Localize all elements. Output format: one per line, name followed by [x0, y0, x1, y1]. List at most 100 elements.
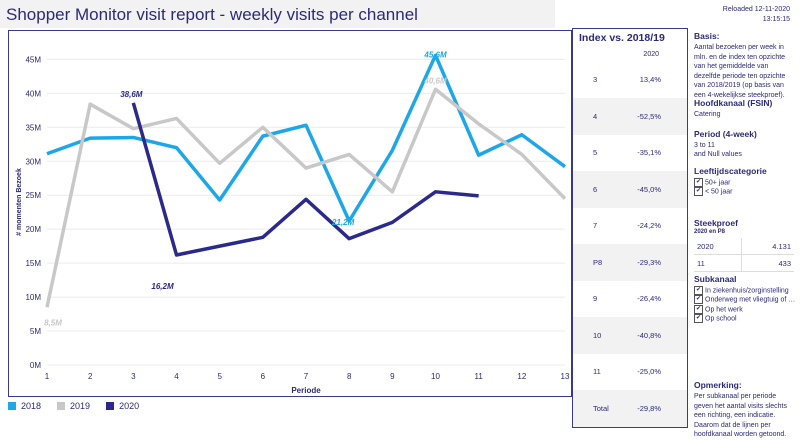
- legend-item-2019[interactable]: 2019: [57, 401, 90, 411]
- period-filter-title: Period (4-week): [694, 129, 757, 139]
- series-line-2019: [45, 87, 567, 308]
- index-row-value: -24,2%: [637, 221, 661, 230]
- index-row-value: -29,8%: [637, 403, 661, 413]
- x-tick-label: 13: [561, 372, 570, 381]
- remark-title: Opmerking:: [694, 380, 742, 390]
- x-axis-label: Periode: [291, 386, 321, 395]
- index-row-period: 10: [593, 330, 602, 340]
- sample-table: 2020 4.131 11 433: [694, 238, 794, 272]
- sample-value: 433: [741, 254, 794, 272]
- legend-swatch: [57, 402, 66, 410]
- checkbox[interactable]: ✔: [694, 314, 703, 324]
- index-row-period: 11: [593, 367, 601, 376]
- data-label: 38,6M: [120, 90, 143, 99]
- subchannel-option-label: Op school: [705, 315, 737, 323]
- y-axis-label: # momenten Bezoek: [16, 168, 23, 236]
- index-row[interactable]: 9 -26,4%: [573, 280, 687, 317]
- index-row-period: 3: [593, 75, 598, 84]
- x-tick-label: 9: [390, 372, 395, 381]
- y-tick-label: 10M: [25, 293, 41, 302]
- remark-text: Per subkanaal per periode geven het aant…: [694, 393, 787, 438]
- subchannel-filter-title: Subkanaal: [694, 274, 737, 284]
- index-row[interactable]: Total -29,8%: [573, 389, 687, 427]
- checkbox[interactable]: ✔: [694, 187, 703, 197]
- age-option-label: < 50 jaar: [705, 188, 733, 196]
- legend-item-2018[interactable]: 2018: [8, 401, 41, 411]
- y-tick-label: 45M: [25, 55, 41, 64]
- index-row-period: 4: [593, 111, 598, 121]
- x-tick-label: 4: [174, 372, 179, 381]
- age-option[interactable]: ✔ 50+ jaar: [694, 178, 796, 187]
- subchannel-option[interactable]: ✔ Onderweg met vliegtuig of b..: [694, 295, 796, 305]
- basis-title: Basis:: [694, 31, 720, 41]
- index-row[interactable]: 10 -40,8%: [573, 316, 687, 354]
- sample-title: Steekproef: [694, 218, 738, 228]
- data-label: 16,2M: [151, 282, 174, 291]
- index-row[interactable]: P8 -29,3%: [573, 243, 687, 281]
- subchannel-option[interactable]: ✔ Op het werk: [694, 304, 796, 314]
- data-label: 40,6M: [423, 76, 447, 85]
- index-row-period: 6: [593, 184, 598, 194]
- index-row-value: -25,0%: [637, 367, 661, 376]
- y-tick-label: 30M: [25, 157, 41, 166]
- age-option[interactable]: ✔ < 50 jaar: [694, 187, 796, 197]
- channel-filter-title: Hoofdkanaal (FSIN): [694, 98, 773, 108]
- checkbox[interactable]: ✔: [694, 304, 703, 314]
- filter-panel: Basis: Aantal bezoeken per week in mln. …: [692, 28, 797, 438]
- subchannel-option-label: Op het werk: [705, 306, 743, 314]
- y-tick-label: 0M: [30, 361, 41, 370]
- legend-label: 2020: [119, 401, 140, 411]
- subchannel-option[interactable]: ✔ In ziekenhuis/zorginstelling: [694, 286, 796, 295]
- sample-label: 11: [694, 254, 742, 272]
- checkbox[interactable]: ✔: [694, 295, 703, 305]
- checkbox[interactable]: ✔: [694, 286, 703, 295]
- index-row-value: -45,0%: [637, 184, 661, 194]
- subchannel-option-label: Onderweg met vliegtuig of b..: [705, 296, 796, 304]
- y-tick-label: 15M: [25, 259, 41, 268]
- x-tick-label: 6: [261, 372, 266, 381]
- index-row-period: 7: [593, 221, 598, 230]
- checkbox[interactable]: ✔: [694, 178, 703, 187]
- y-tick-label: 25M: [25, 191, 41, 200]
- index-row-period: 9: [593, 294, 598, 303]
- x-tick-label: 1: [45, 372, 50, 381]
- reloaded-time: 13:15:15: [762, 16, 790, 23]
- y-tick-label: 40M: [25, 89, 41, 98]
- subchannel-option[interactable]: ✔ Op school: [694, 314, 796, 324]
- index-row-value: -40,8%: [637, 330, 661, 340]
- series-line-2018: [46, 53, 567, 223]
- legend-swatch: [106, 402, 115, 410]
- title-bar: Shopper Monitor visit report - weekly vi…: [0, 0, 555, 28]
- index-row[interactable]: 11 -25,0%: [573, 353, 687, 390]
- x-tick-label: 3: [131, 372, 136, 381]
- chart-legend[interactable]: 2018 2019 2020: [8, 401, 155, 412]
- sample-label: 2020: [694, 238, 742, 255]
- basis-text: Aantal bezoeken per week in mln. en de i…: [694, 44, 786, 99]
- line-chart[interactable]: 0M 5M 10M 15M 20M 25M 30M 35M 40M 45M 1 2 3 4 5 6 7 8 9 10 1…: [8, 30, 572, 397]
- legend-label: 2018: [21, 401, 42, 411]
- data-label: 8,5M: [44, 318, 62, 327]
- age-option-label: 50+ jaar: [705, 179, 731, 187]
- index-row[interactable]: 3 13,4%: [573, 61, 687, 98]
- x-tick-label: 2: [88, 372, 93, 381]
- index-row[interactable]: 6 -45,0%: [573, 170, 687, 208]
- period-filter-value[interactable]: 3 to 11: [694, 142, 715, 149]
- index-row-value: 13,4%: [639, 75, 661, 84]
- period-filter-value-2[interactable]: and Null values: [694, 151, 742, 158]
- channel-filter-value[interactable]: Catering: [694, 111, 721, 118]
- x-tick-label: 8: [347, 372, 352, 381]
- index-row-period: 5: [593, 148, 598, 157]
- y-tick-label: 35M: [25, 123, 41, 132]
- data-label: 45,6M: [423, 50, 447, 59]
- legend-item-2020[interactable]: 2020: [106, 401, 139, 411]
- x-tick-label: 12: [517, 372, 526, 381]
- data-label: 21,2M: [331, 218, 355, 227]
- index-row[interactable]: 7 -24,2%: [573, 207, 687, 244]
- index-panel: Index vs. 2018/19 2020 3 13,4% 4 -52,5% 5 -35…: [572, 28, 688, 428]
- subchannel-filter-options: ✔ In ziekenhuis/zorginstelling ✔ Onderweg m…: [694, 286, 796, 324]
- index-row[interactable]: 5 -35,1%: [573, 134, 687, 171]
- index-row[interactable]: 4 -52,5%: [573, 97, 687, 135]
- age-filter-title: Leeftijdscategorie: [694, 166, 767, 176]
- index-row-period: Total: [593, 403, 609, 413]
